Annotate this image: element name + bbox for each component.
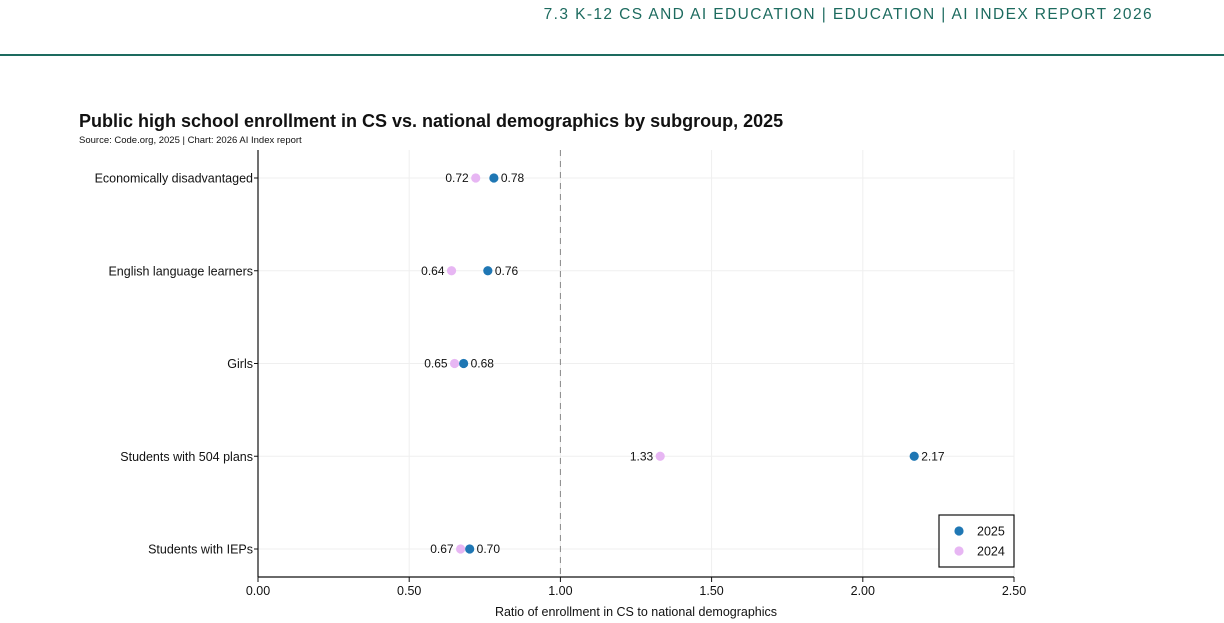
legend-box [938,514,1015,568]
data-point-2024 [471,173,481,183]
legend-label: 2024 [977,545,1005,559]
data-label: 0.76 [495,264,519,278]
report-header: 7.3 K-12 CS AND AI EDUCATION | EDUCATION… [543,6,1153,23]
data-point-2024 [456,544,466,554]
category-label: Students with 504 plans [120,450,253,464]
legend-marker [954,546,964,556]
category-label: Students with IEPs [148,543,253,557]
x-tick-label: 2.50 [1002,584,1026,598]
data-label: 0.65 [424,357,448,371]
data-label: 0.72 [445,171,469,185]
legend-marker [954,526,964,536]
data-point-2024 [655,451,665,461]
chart-title: Public high school enrollment in CS vs. … [79,111,784,131]
data-label: 1.33 [630,449,654,463]
data-label: 2.17 [921,449,945,463]
x-axis-label: Ratio of enrollment in CS to national de… [495,605,777,619]
data-point-2025 [489,173,499,183]
data-point-2024 [449,358,460,369]
header-rule [0,0,1224,56]
data-point-2024 [446,266,457,276]
x-tick-label: 0.50 [397,584,421,598]
data-label: 0.78 [501,171,525,185]
category-label: Economically disadvantaged [95,172,253,186]
data-label: 0.64 [421,264,445,278]
data-label: 0.68 [471,357,495,371]
x-tick-label: 1.00 [548,584,572,598]
x-tick-label: 2.00 [851,584,875,598]
data-label: 0.70 [477,542,501,556]
data-point-2025 [459,358,469,369]
legend-label: 2025 [977,525,1005,539]
category-label: English language learners [108,264,253,278]
category-label: Girls [227,357,253,371]
data-point-2025 [483,266,493,276]
x-tick-label: 1.50 [699,584,723,598]
chart-source: Source: Code.org, 2025 | Chart: 2026 AI … [79,135,302,146]
data-point-2025 [465,544,475,554]
data-point-2025 [909,451,919,461]
data-label: 0.67 [430,542,454,556]
x-tick-label: 0.00 [246,584,270,598]
